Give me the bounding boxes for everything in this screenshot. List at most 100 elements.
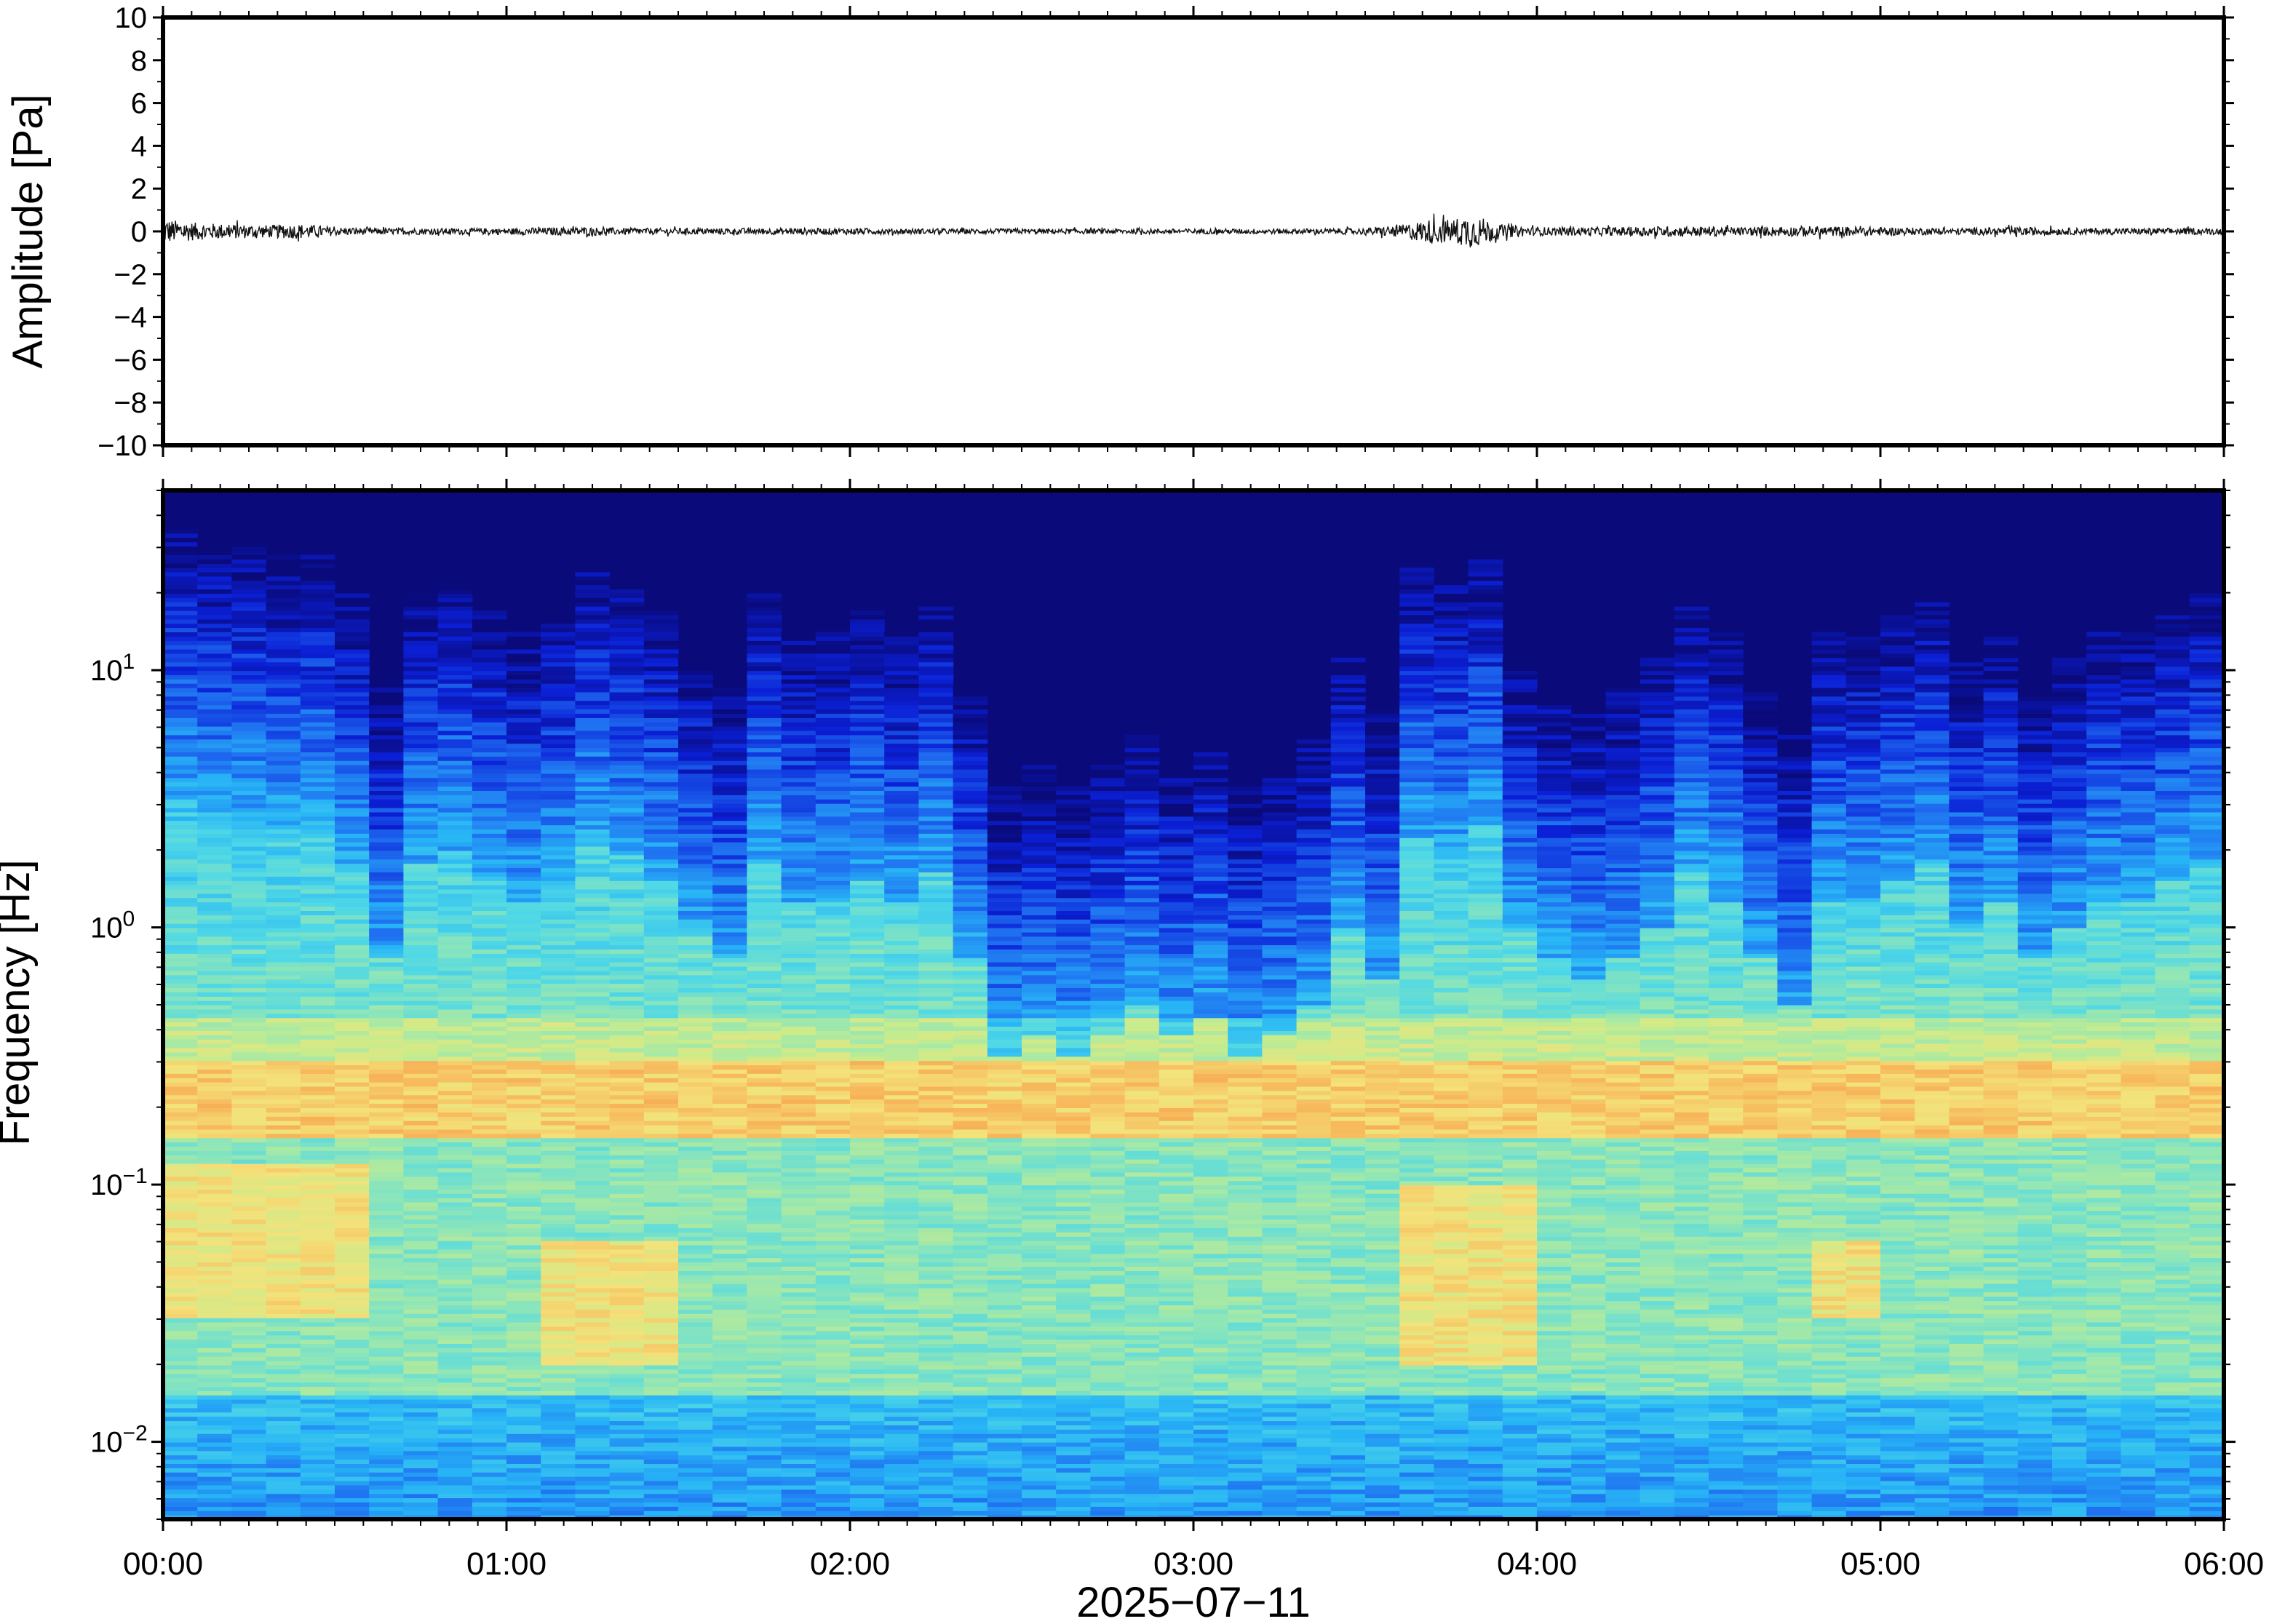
- spectrogram-cell: [403, 962, 439, 967]
- spectrogram-cell: [403, 700, 439, 706]
- spectrogram-cell: [506, 1223, 541, 1228]
- spectrogram-cell: [163, 880, 198, 885]
- spectrogram-cell: [815, 1468, 851, 1473]
- spectrogram-cell: [197, 679, 232, 684]
- spectrogram-cell: [506, 1043, 541, 1048]
- spectrogram-cell: [369, 1510, 404, 1516]
- spectrogram-cell: [472, 880, 507, 885]
- spectrogram-cell: [850, 803, 885, 808]
- spectrogram-cell: [369, 1390, 404, 1396]
- spectrogram-cell: [541, 1056, 576, 1062]
- spectrogram-cell: [472, 1000, 507, 1006]
- spectrogram-cell: [403, 1223, 439, 1228]
- spectrogram-cell: [266, 876, 301, 881]
- spectrogram-cell: [815, 1206, 851, 1211]
- spectrogram-cell: [884, 1262, 919, 1267]
- spectrogram-cell: [163, 580, 198, 586]
- spectrogram-cell: [369, 872, 404, 877]
- spectrogram-cell: [369, 1030, 404, 1035]
- spectrogram-cell: [747, 962, 782, 967]
- spectrogram-cell: [506, 670, 541, 675]
- spectrogram-cell: [575, 915, 611, 920]
- spectrogram-cell: [643, 618, 679, 624]
- spectrogram-cell: [712, 773, 747, 779]
- spectrogram-cell: [815, 1275, 851, 1280]
- spectrogram-cell: [437, 1249, 473, 1254]
- spectrogram-cell: [231, 790, 267, 795]
- spectrogram-cell: [747, 1090, 782, 1096]
- spectrogram-cell: [712, 1219, 747, 1225]
- spectrogram-cell: [472, 653, 507, 658]
- spectrogram-cell: [231, 824, 267, 829]
- spectrogram-cell: [541, 1125, 576, 1130]
- spectrogram-cell: [575, 1450, 611, 1456]
- spectrogram-cell: [643, 1262, 679, 1267]
- spectrogram-cell: [403, 752, 439, 757]
- spectrogram-cell: [300, 996, 335, 1001]
- spectrogram-cell: [300, 1420, 335, 1425]
- spectrogram-cell: [815, 1125, 851, 1130]
- spectrogram-cell: [506, 1416, 541, 1422]
- spectrogram-cell: [815, 1159, 851, 1164]
- spectrogram-cell: [403, 958, 439, 963]
- spectrogram-cell: [781, 1463, 816, 1468]
- spectrogram-cell: [815, 803, 851, 808]
- spectrogram-cell: [918, 1326, 954, 1332]
- spectrogram-cell: [300, 1210, 335, 1216]
- spectrogram-cell: [300, 1377, 335, 1383]
- spectrogram-cell: [231, 554, 267, 560]
- spectrogram-cell: [403, 1399, 439, 1404]
- spectrogram-cell: [437, 1099, 473, 1104]
- spectrogram-cell: [231, 854, 267, 860]
- spectrogram-cell: [575, 867, 611, 872]
- spectrogram-cell: [609, 1438, 645, 1443]
- spectrogram-cell: [815, 936, 851, 942]
- spectrogram-cell: [506, 846, 541, 851]
- spectrogram-cell: [781, 1078, 816, 1083]
- spectrogram-cell: [541, 1185, 576, 1190]
- spectrogram-cell: [163, 1232, 198, 1237]
- spectrogram-cell: [884, 923, 919, 928]
- spectrogram-cell: [541, 1171, 576, 1177]
- spectrogram-cell: [609, 1291, 645, 1297]
- spectrogram-cell: [231, 1275, 267, 1280]
- spectrogram-cell: [472, 962, 507, 967]
- spectrogram-cell: [197, 645, 232, 650]
- spectrogram-cell: [541, 1416, 576, 1422]
- spectrogram-cell: [609, 799, 645, 804]
- spectrogram-cell: [712, 1198, 747, 1203]
- spectrogram-cell: [712, 970, 747, 976]
- spectrogram-cell: [884, 700, 919, 706]
- spectrogram-cell: [403, 1476, 439, 1481]
- spectrogram-cell: [506, 1266, 541, 1271]
- spectrogram-cell: [506, 765, 541, 770]
- spectrogram-cell: [197, 790, 232, 795]
- spectrogram-cell: [884, 1330, 919, 1336]
- spectrogram-cell: [884, 1433, 919, 1438]
- spectrogram-cell: [678, 704, 713, 710]
- spectrogram-cell: [747, 1309, 782, 1314]
- spectrogram-cell: [678, 906, 713, 911]
- spectrogram-cell: [712, 691, 747, 697]
- spectrogram-cell: [266, 829, 301, 834]
- spectrogram-cell: [712, 1249, 747, 1254]
- spectrogram-cell: [747, 1026, 782, 1031]
- spectrogram-cell: [609, 867, 645, 872]
- spectrogram-cell: [369, 1039, 404, 1044]
- spectrogram-cell: [197, 1318, 232, 1323]
- spectrogram-cell: [541, 1129, 576, 1134]
- spectrogram-cell: [300, 1193, 335, 1198]
- spectrogram-cell: [163, 700, 198, 706]
- spectrogram-cell: [643, 923, 679, 928]
- spectrogram-cell: [575, 1296, 611, 1302]
- spectrogram-cell: [850, 923, 885, 928]
- spectrogram-cell: [300, 1450, 335, 1456]
- spectrogram-cell: [163, 1219, 198, 1225]
- spectrogram-cell: [197, 1266, 232, 1271]
- spectrogram-cell: [747, 666, 782, 672]
- spectrogram-cell: [609, 1035, 645, 1040]
- spectrogram-cell: [231, 1343, 267, 1348]
- spectrogram-cell: [231, 1202, 267, 1207]
- spectrogram-cell: [472, 953, 507, 958]
- spectrogram-cell: [850, 944, 885, 950]
